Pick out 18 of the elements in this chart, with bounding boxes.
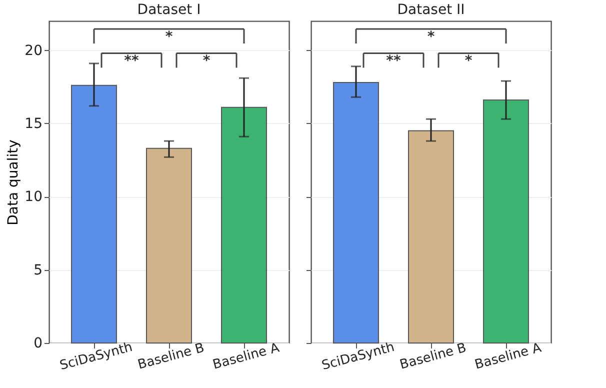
annotation: * — [464, 53, 473, 70]
y-axis-title: Data quality — [6, 140, 22, 226]
annotation: ** — [124, 53, 140, 70]
x-tick-label: Baseline B — [398, 340, 468, 373]
annotation: ** — [386, 53, 402, 70]
y-tick-label: 5 — [34, 262, 42, 278]
x-tick-label: Baseline B — [136, 340, 206, 373]
annotation: * — [202, 53, 211, 70]
annotation: * — [427, 29, 436, 46]
y-tick-label: 10 — [24, 189, 42, 206]
y-tick-label: 0 — [34, 336, 42, 352]
x-tick-label: Baseline A — [211, 340, 282, 373]
y-tick-label: 20 — [24, 42, 42, 59]
y-tick-label: 15 — [24, 116, 42, 132]
x-tick-label: Baseline A — [473, 340, 544, 373]
chart-title: Dataset I — [137, 2, 201, 18]
annotation: * — [165, 29, 174, 46]
chart-title: Dataset II — [397, 2, 465, 18]
